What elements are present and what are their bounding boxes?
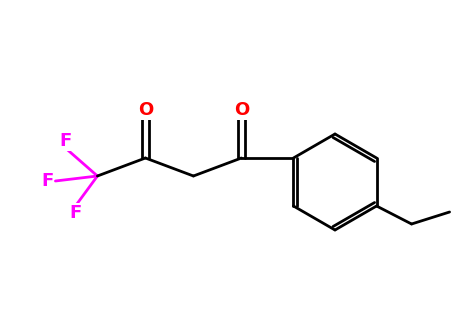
Text: O: O bbox=[234, 101, 249, 119]
Text: F: F bbox=[69, 204, 82, 222]
Text: O: O bbox=[138, 101, 153, 119]
Text: F: F bbox=[41, 172, 54, 190]
Text: F: F bbox=[59, 132, 71, 150]
